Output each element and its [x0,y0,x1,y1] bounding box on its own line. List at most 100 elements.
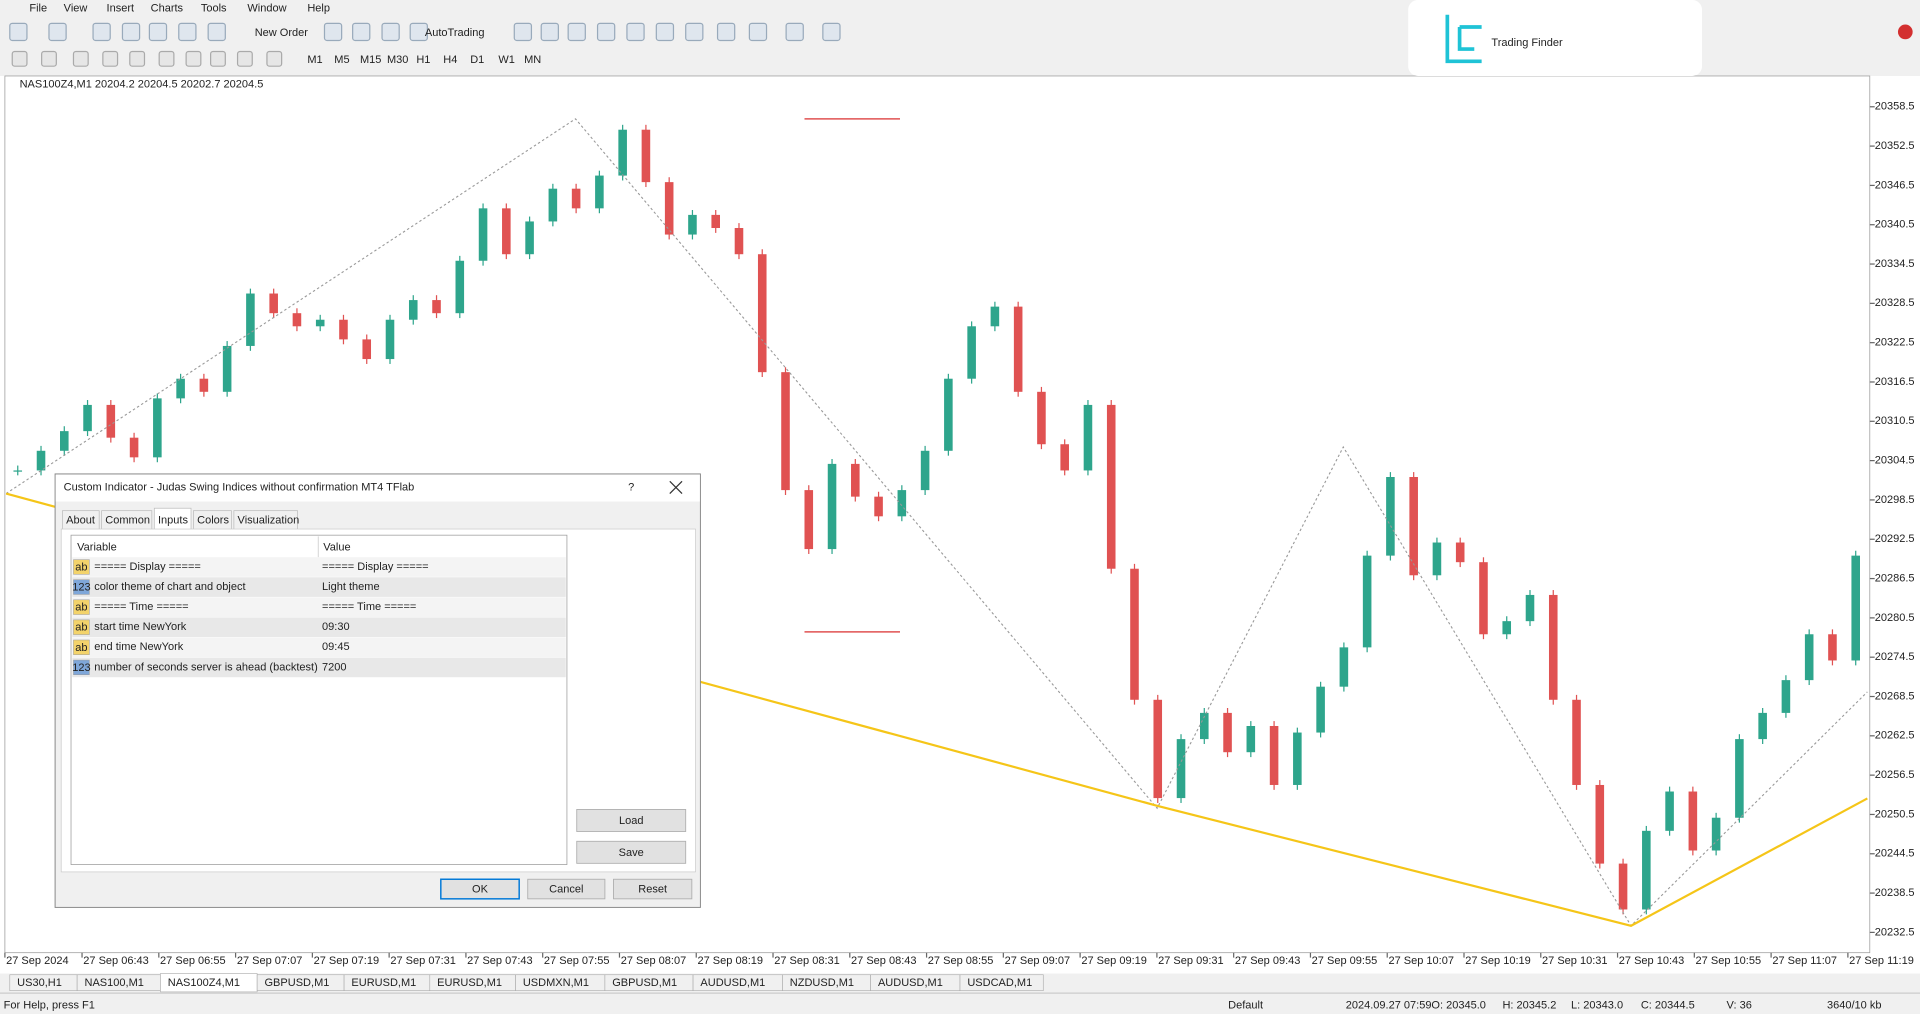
toolbar-button[interactable] [102,50,119,67]
candle [1293,732,1302,785]
toolbar-button[interactable] [148,22,168,42]
dialog-tab-label[interactable]: Common [105,514,150,526]
status-text: For Help, press F1 [4,999,95,1011]
button-label[interactable]: Cancel [549,884,583,896]
toolbar-button[interactable] [381,22,400,42]
toolbar-button[interactable] [323,22,343,42]
toolbar-button[interactable] [178,22,197,42]
symbol-tab-label[interactable]: US30,H1 [17,977,62,989]
toolbar-button[interactable] [567,22,586,42]
dialog-tab-label[interactable]: About [66,514,95,526]
toolbar-button[interactable] [185,50,202,67]
timeframe[interactable]: M5 [334,54,349,66]
timeframe[interactable]: D1 [470,54,484,66]
toolbar-button[interactable] [129,50,146,67]
help-button[interactable]: ? [628,481,634,493]
menu-item[interactable]: Insert [107,3,135,15]
timeframe[interactable]: H4 [443,54,457,66]
candle [711,214,720,228]
symbol-tab[interactable] [959,974,1044,991]
candle [1083,404,1093,471]
input-row[interactable] [72,637,566,658]
y-tick-label: 20274.5 [1875,651,1915,663]
toolbar-button[interactable] [121,22,141,42]
dialog-tab-label[interactable]: Colors [197,514,229,526]
new-order[interactable]: New Order [255,27,309,39]
button-label[interactable]: Load [619,815,644,827]
candle [525,221,534,255]
menu-item[interactable]: Tools [201,3,227,15]
toolbar-button[interactable] [11,50,28,67]
input-row[interactable] [72,597,566,617]
toolbar-button[interactable] [409,22,428,42]
toolbar-button[interactable] [352,22,371,42]
candle [1455,542,1465,563]
symbol-tab-label[interactable]: EURUSD,M1 [351,977,416,989]
toolbar-button[interactable] [9,22,28,42]
menu-item[interactable]: Window [247,3,286,15]
type-icon [73,619,90,635]
toolbar-button[interactable] [92,22,111,42]
input-row[interactable] [72,657,566,678]
symbol-tab-label[interactable]: GBPUSD,M1 [612,977,677,989]
timeframe[interactable]: M30 [387,54,408,66]
symbol-tab-label[interactable]: NAS100,M1 [84,977,143,989]
candle [990,306,1000,327]
toolbar-button[interactable] [748,22,768,42]
symbol-tab-label[interactable]: GBPUSD,M1 [264,977,329,989]
toolbar-button[interactable] [210,50,226,67]
y-tick-label: 20238.5 [1875,887,1915,899]
button-save[interactable] [576,840,687,864]
toolbar-button[interactable] [72,50,89,67]
timeframe[interactable]: M15 [360,54,381,66]
symbol-tab-label[interactable]: USDMXN,M1 [523,977,589,989]
button-ok[interactable] [440,878,520,900]
toolbar-button[interactable] [822,22,841,42]
timeframe[interactable]: MN [524,54,541,66]
symbol-tab-label[interactable]: EURUSD,M1 [437,977,502,989]
symbol-tab-label[interactable]: NAS100Z4,M1 [168,977,240,989]
dialog-tab-label[interactable]: Inputs [158,514,189,526]
y-tick-label: 20268.5 [1875,690,1915,702]
toolbar-button[interactable] [540,22,559,42]
toolbar-button[interactable] [41,50,57,67]
timeframe[interactable]: W1 [498,54,515,66]
button-label[interactable]: OK [472,884,489,896]
toolbar-button[interactable] [716,22,736,42]
menu-item[interactable]: Help [307,3,330,15]
toolbar-button[interactable] [236,50,253,67]
timeframe[interactable]: M1 [307,54,322,66]
toolbar-button[interactable] [158,50,175,67]
menu-item[interactable]: Charts [151,3,184,15]
toolbar-button[interactable] [207,22,226,42]
toolbar-button[interactable] [626,22,645,42]
button-label[interactable]: Save [619,847,644,859]
toolbar-button[interactable] [513,22,533,42]
timeframe[interactable]: H1 [416,54,430,66]
symbol-tab-label[interactable]: AUDUSD,M1 [878,977,943,989]
notification[interactable] [1897,24,1913,40]
symbol-tab-label[interactable]: AUDUSD,M1 [700,977,765,989]
toolbar-button[interactable] [655,22,675,42]
button-load[interactable] [576,809,687,832]
button-cancel[interactable] [527,878,606,900]
symbol-tab-label[interactable]: USDCAD,M1 [967,977,1032,989]
column-header: Value [323,541,350,553]
button-label[interactable]: Reset [638,884,667,896]
toolbar-button[interactable] [266,50,283,67]
input-row[interactable] [72,577,566,597]
input-row[interactable] [72,617,566,638]
button-reset[interactable] [613,878,693,900]
menu-item[interactable]: View [64,3,88,15]
menu-item[interactable]: File [29,3,47,15]
close-button[interactable] [669,480,683,494]
symbol-tab-label[interactable]: NZDUSD,M1 [790,977,854,989]
toolbar-button[interactable] [596,22,616,42]
toolbar-button[interactable] [785,22,804,42]
input-row[interactable] [72,557,566,577]
dialog-tab-label[interactable]: Visualization [238,514,300,526]
toolbar-button[interactable] [685,22,704,42]
autotrading[interactable]: AutoTrading [425,27,485,39]
toolbar-button[interactable] [48,22,67,42]
